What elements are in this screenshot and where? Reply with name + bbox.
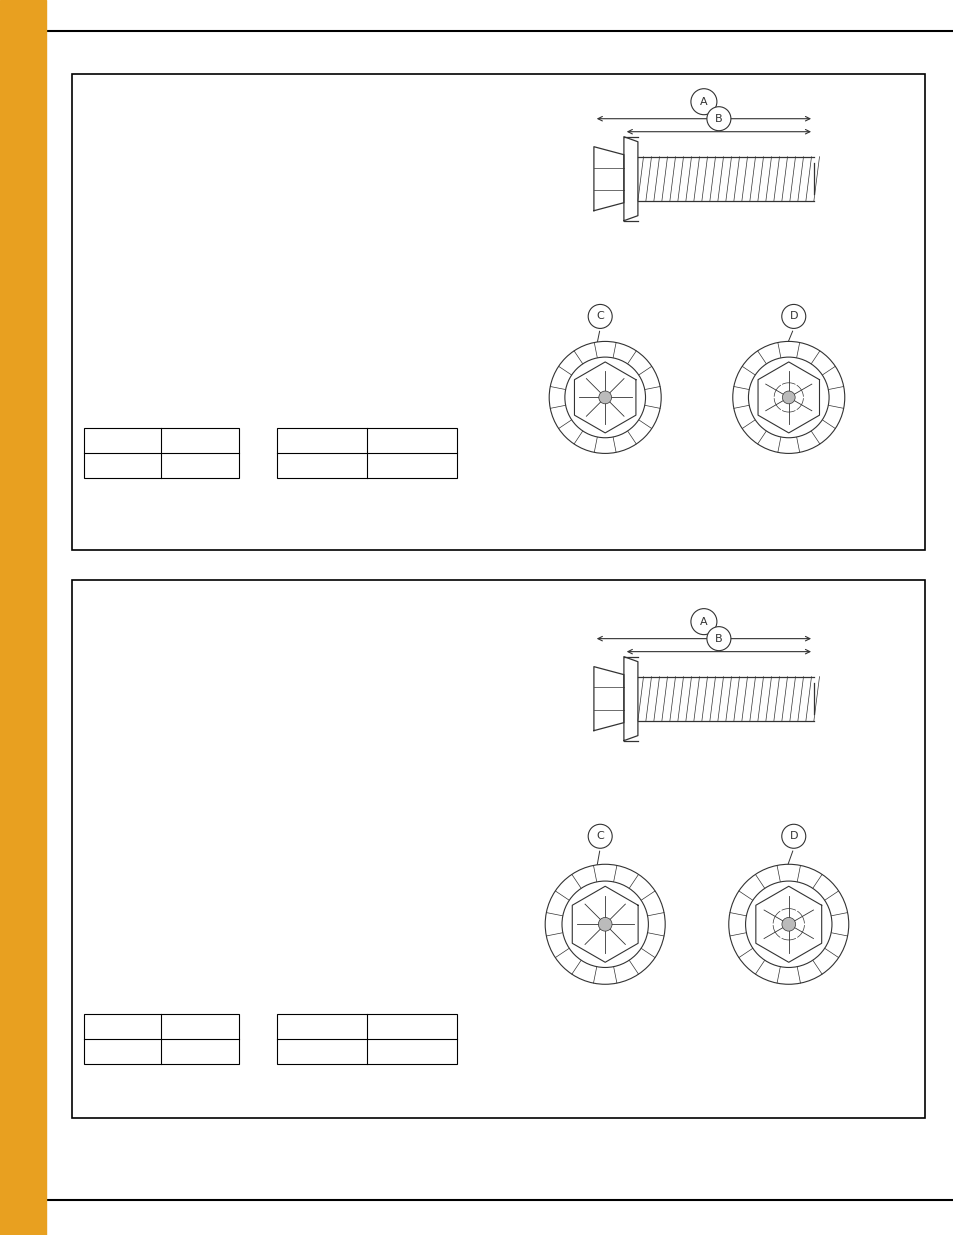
Polygon shape [623,137,638,221]
Circle shape [544,864,664,984]
Polygon shape [755,887,821,962]
Text: A: A [700,96,707,106]
Bar [71,74,924,550]
Bar [276,429,456,478]
Text: A: A [700,616,707,626]
Circle shape [588,824,612,848]
Circle shape [728,864,848,984]
Circle shape [598,391,611,404]
Circle shape [690,609,716,635]
Circle shape [732,341,844,453]
Circle shape [588,304,612,329]
Circle shape [781,304,805,329]
Polygon shape [572,887,638,962]
Circle shape [781,391,794,404]
Polygon shape [574,362,636,433]
Bar [71,580,924,1118]
Circle shape [690,89,716,115]
Text: D: D [789,831,797,841]
Bar [0,0,46,1235]
Circle shape [549,341,660,453]
Bar [84,429,238,478]
Text: D: D [789,311,797,321]
Circle shape [781,918,795,931]
Circle shape [706,626,730,651]
Circle shape [561,881,648,967]
Circle shape [598,918,612,931]
Polygon shape [638,677,813,721]
Bar [276,1014,456,1063]
Polygon shape [638,157,813,201]
Circle shape [706,106,730,131]
Polygon shape [758,362,819,433]
Text: B: B [715,114,722,124]
Circle shape [748,357,828,437]
Circle shape [564,357,645,437]
Circle shape [745,881,831,967]
Text: C: C [596,311,603,321]
Polygon shape [594,147,623,211]
Text: B: B [715,634,722,643]
Bar [84,1014,238,1063]
Polygon shape [594,667,623,731]
Text: C: C [596,831,603,841]
Circle shape [781,824,805,848]
Polygon shape [623,657,638,741]
